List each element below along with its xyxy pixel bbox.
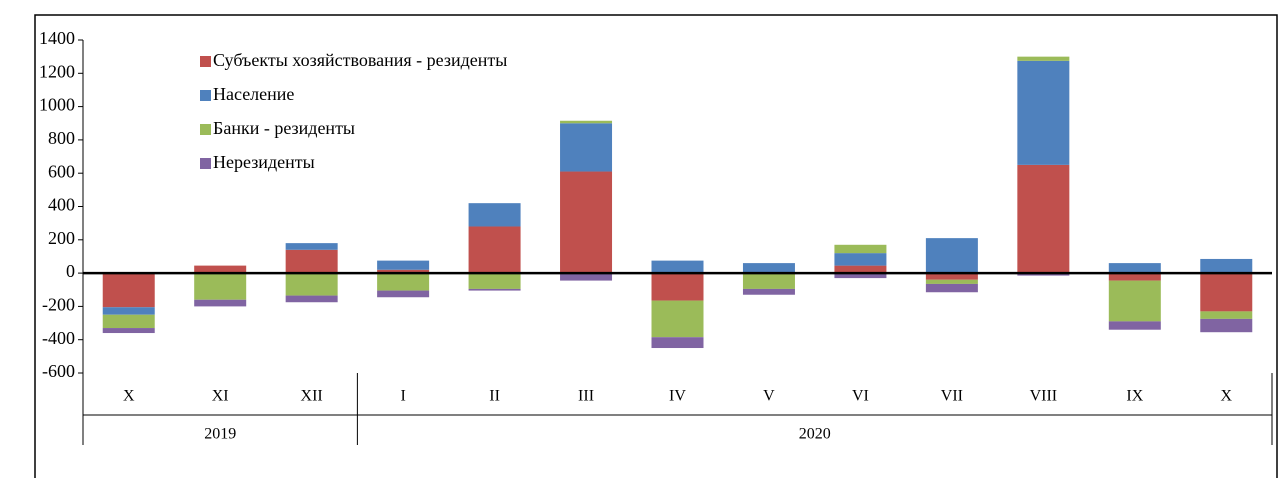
bar-segment xyxy=(560,120,613,124)
bar-segment xyxy=(468,273,521,289)
bar-segment xyxy=(651,300,704,338)
y-tick-label: -200 xyxy=(42,295,75,315)
y-tick-label: -400 xyxy=(42,328,75,348)
bar-segment xyxy=(560,273,613,281)
bar-segment xyxy=(1108,273,1161,281)
bar-segment xyxy=(1200,273,1253,312)
bar-segment xyxy=(102,273,155,308)
x-tick-label: VII xyxy=(941,388,963,405)
group-label: 2020 xyxy=(799,426,831,443)
x-tick-label: IV xyxy=(669,388,686,405)
legend-label: Нерезиденты xyxy=(213,152,315,172)
bar-segment xyxy=(834,253,887,266)
x-tick-label: XII xyxy=(301,388,323,405)
bar-segment xyxy=(742,288,795,295)
bar-segment xyxy=(194,265,247,274)
bar-segment xyxy=(560,123,613,172)
x-tick-label: III xyxy=(578,388,594,405)
y-tick-label: 1000 xyxy=(39,95,75,115)
legend-label: Население xyxy=(213,84,294,104)
y-tick-label: 1400 xyxy=(39,28,75,48)
bar-segment xyxy=(1200,258,1253,274)
bar-segment xyxy=(468,226,521,274)
y-tick-label: 400 xyxy=(48,195,75,215)
legend-label: Банки - резиденты xyxy=(213,118,355,138)
x-tick-label: I xyxy=(400,388,405,405)
bar-segment xyxy=(742,263,795,274)
bar-segment xyxy=(651,273,704,301)
bar-segment xyxy=(468,288,521,291)
bar-segment xyxy=(102,328,155,334)
bar-segment xyxy=(651,260,704,274)
bar-segment xyxy=(1108,321,1161,330)
bar-segment xyxy=(1017,164,1070,274)
bar-segment xyxy=(925,283,978,293)
bar-segment xyxy=(377,290,430,298)
y-tick-label: 600 xyxy=(48,161,75,181)
bar-segment xyxy=(102,307,155,315)
legend-swatch xyxy=(200,124,211,135)
group-label: 2019 xyxy=(204,426,236,443)
bar-segment xyxy=(1108,263,1161,274)
bar-segment xyxy=(377,260,430,270)
legend-swatch xyxy=(200,158,211,169)
bar-segment xyxy=(1200,311,1253,319)
y-tick-label: -600 xyxy=(42,361,75,381)
bar-segment xyxy=(194,299,247,307)
bar-segment xyxy=(925,273,978,280)
bar-segment xyxy=(1108,280,1161,322)
chart-frame xyxy=(34,14,1278,478)
bar-segment xyxy=(1017,56,1070,61)
x-tick-label: XI xyxy=(212,388,229,405)
legend-swatch xyxy=(200,90,211,101)
x-tick-label: IX xyxy=(1126,388,1143,405)
bar-segment xyxy=(285,273,338,296)
bar-segment xyxy=(925,279,978,284)
x-tick-label: VIII xyxy=(1030,388,1058,405)
bar-segment xyxy=(1017,60,1070,165)
bar-segment xyxy=(834,244,887,254)
x-tick-label: V xyxy=(763,388,775,405)
x-tick-label: X xyxy=(1220,388,1232,405)
bar-segment xyxy=(560,171,613,274)
bar-segment xyxy=(468,203,521,227)
legend-swatch xyxy=(200,56,211,67)
bar-segment xyxy=(194,273,247,300)
bar-segment xyxy=(651,337,704,349)
bar-segment xyxy=(377,273,430,291)
x-tick-label: II xyxy=(489,388,500,405)
bar-segment xyxy=(285,249,338,274)
y-tick-label: 1200 xyxy=(39,61,75,81)
x-tick-label: VI xyxy=(852,388,869,405)
bar-segment xyxy=(285,295,338,303)
bar-segment xyxy=(834,265,887,274)
legend-label: Субъекты хозяйствования - резиденты xyxy=(213,50,507,70)
bar-segment xyxy=(742,273,795,289)
bar-segment xyxy=(925,238,978,274)
bar-segment xyxy=(1200,318,1253,333)
bar-segment xyxy=(285,243,338,250)
bar-segment xyxy=(834,273,887,279)
y-tick-label: 200 xyxy=(48,228,75,248)
bar-segment xyxy=(377,269,430,274)
y-tick-label: 800 xyxy=(48,128,75,148)
y-tick-label: 0 xyxy=(66,261,75,281)
x-tick-label: X xyxy=(123,388,135,405)
bar-segment xyxy=(102,314,155,329)
